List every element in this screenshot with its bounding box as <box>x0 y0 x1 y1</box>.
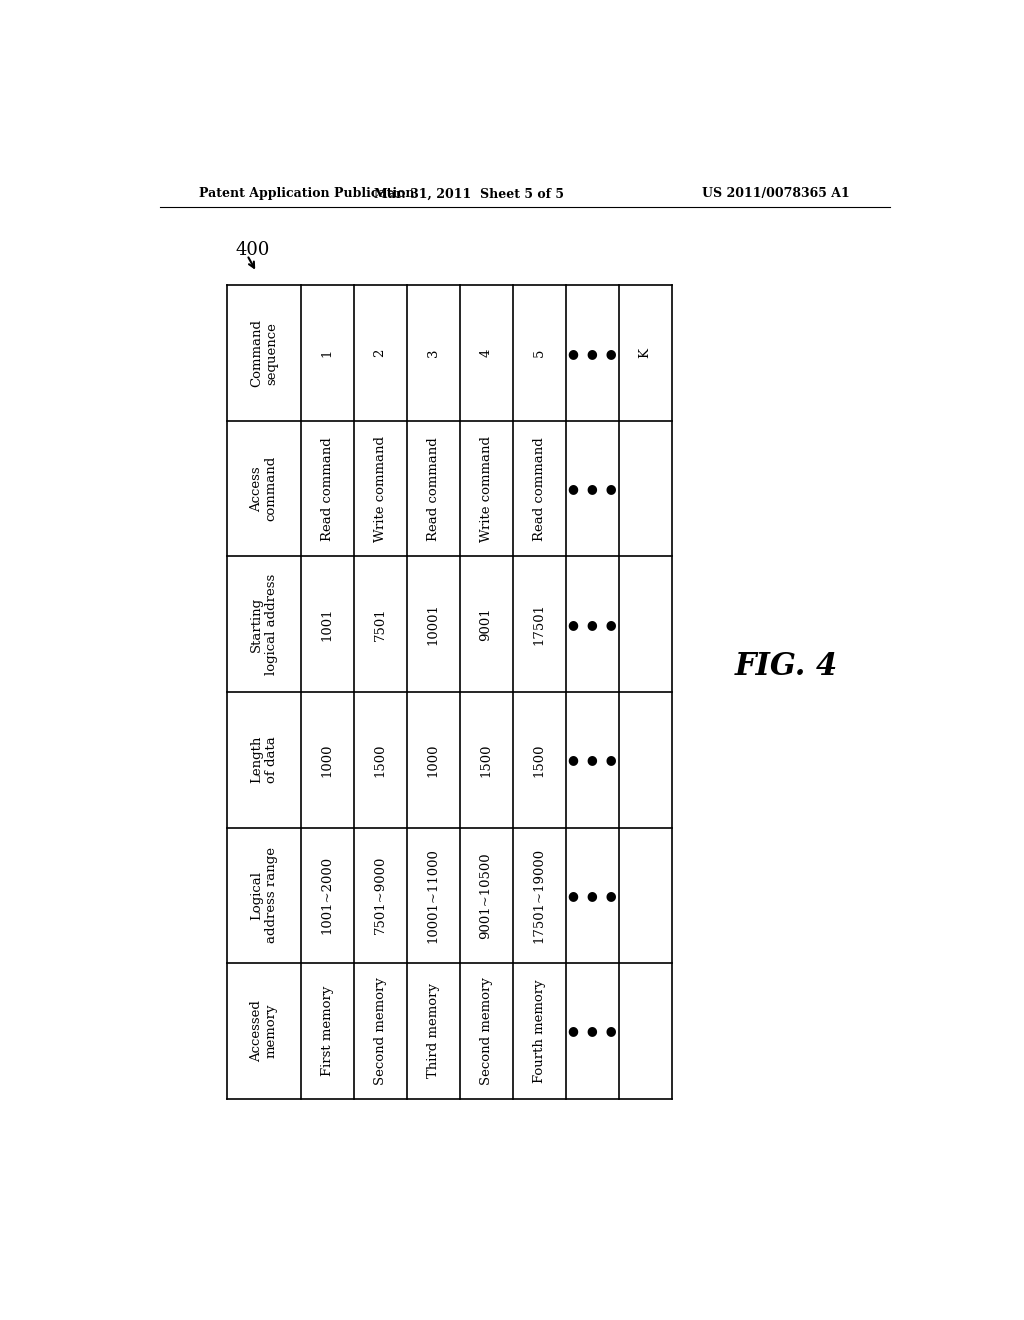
Text: Third memory: Third memory <box>427 983 439 1078</box>
Text: ●  ●  ●: ● ● ● <box>567 888 616 902</box>
Text: Read command: Read command <box>532 437 546 541</box>
Text: 3: 3 <box>427 348 439 358</box>
Text: Second memory: Second memory <box>374 977 386 1085</box>
Text: 1000: 1000 <box>427 743 439 776</box>
Text: Read command: Read command <box>321 437 334 541</box>
Text: Write command: Write command <box>374 436 386 541</box>
Text: Access
command: Access command <box>250 457 278 521</box>
Text: 10001: 10001 <box>427 603 439 645</box>
Text: Second memory: Second memory <box>479 977 493 1085</box>
Text: ●  ●  ●: ● ● ● <box>567 347 616 360</box>
Text: Write command: Write command <box>479 436 493 541</box>
Text: 2: 2 <box>374 348 386 358</box>
Text: Mar. 31, 2011  Sheet 5 of 5: Mar. 31, 2011 Sheet 5 of 5 <box>374 187 564 201</box>
Text: 1001: 1001 <box>321 607 334 642</box>
Text: First memory: First memory <box>321 986 334 1076</box>
Text: Patent Application Publication: Patent Application Publication <box>200 187 415 201</box>
Text: 17501: 17501 <box>532 603 546 645</box>
Text: US 2011/0078365 A1: US 2011/0078365 A1 <box>702 187 850 201</box>
Text: 400: 400 <box>236 240 269 259</box>
Text: 1: 1 <box>321 348 334 358</box>
Text: 7501~9000: 7501~9000 <box>374 857 386 935</box>
Text: Fourth memory: Fourth memory <box>532 979 546 1082</box>
Text: 1000: 1000 <box>321 743 334 776</box>
Text: ●  ●  ●: ● ● ● <box>567 618 616 631</box>
Text: ●  ●  ●: ● ● ● <box>567 482 616 495</box>
Text: 17501~19000: 17501~19000 <box>532 847 546 942</box>
Text: Starting
logical address: Starting logical address <box>250 574 278 675</box>
Text: Length
of data: Length of data <box>250 737 278 784</box>
Text: 7501: 7501 <box>374 607 386 642</box>
Text: Accessed
memory: Accessed memory <box>250 999 278 1061</box>
Text: 5: 5 <box>532 348 546 358</box>
Text: ●  ●  ●: ● ● ● <box>567 1024 616 1038</box>
Text: 4: 4 <box>479 348 493 358</box>
Text: 10001~11000: 10001~11000 <box>427 847 439 942</box>
Text: 1500: 1500 <box>532 743 546 776</box>
Text: Command
sequence: Command sequence <box>250 319 278 387</box>
Text: 9001~10500: 9001~10500 <box>479 851 493 939</box>
Text: K: K <box>639 348 651 358</box>
Text: 1500: 1500 <box>374 743 386 776</box>
Text: 1500: 1500 <box>479 743 493 776</box>
Text: 1001~2000: 1001~2000 <box>321 857 334 935</box>
Text: Read command: Read command <box>427 437 439 541</box>
Text: 9001: 9001 <box>479 607 493 642</box>
Text: ●  ●  ●: ● ● ● <box>567 754 616 767</box>
Text: FIG. 4: FIG. 4 <box>735 651 839 682</box>
Text: Logical
address range: Logical address range <box>250 847 278 944</box>
